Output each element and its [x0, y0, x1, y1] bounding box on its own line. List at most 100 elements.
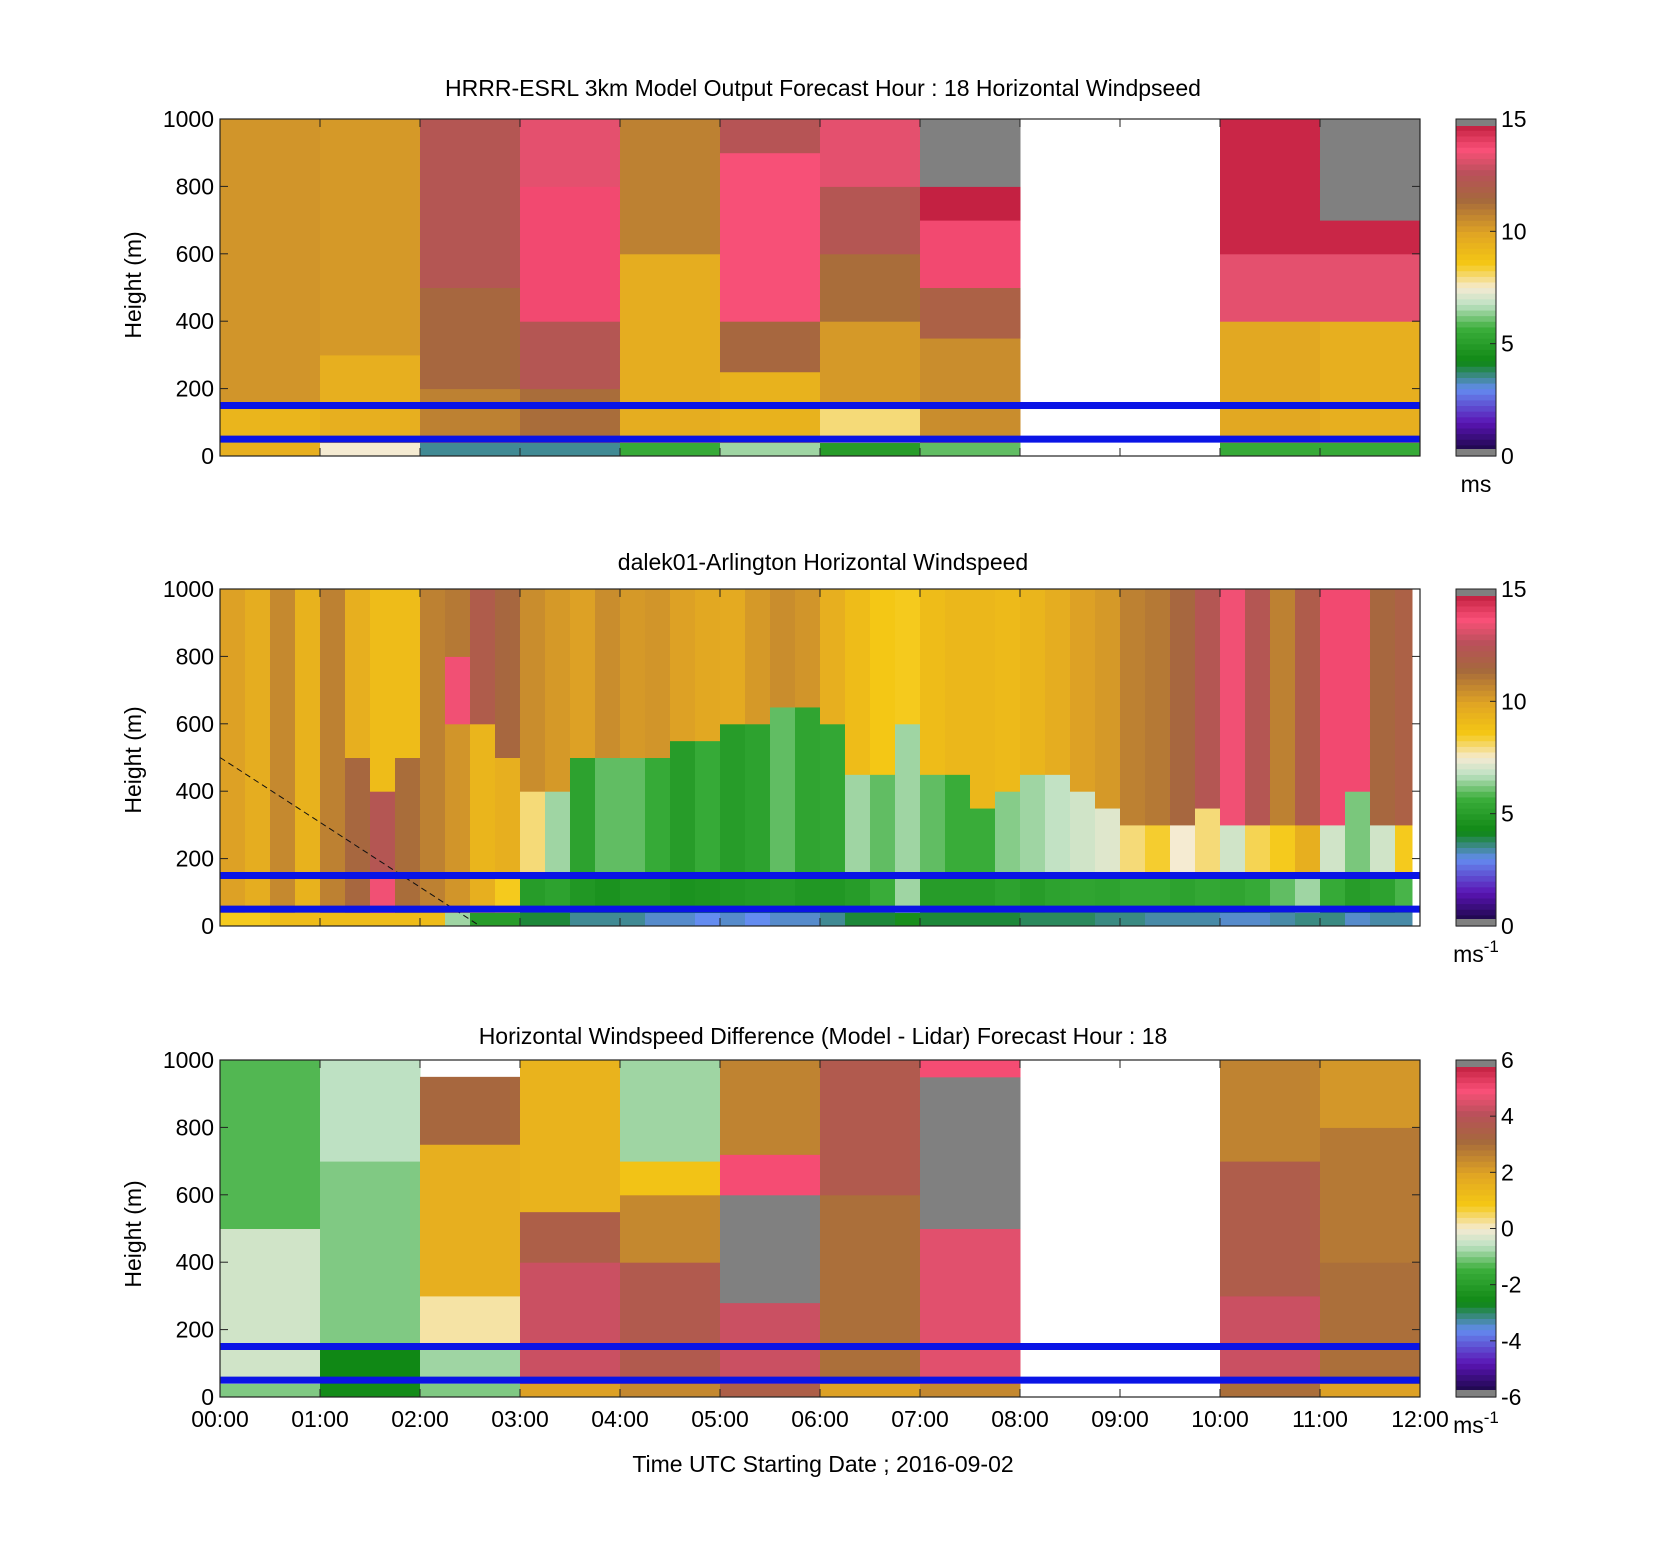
data-cell: [820, 1060, 921, 1196]
data-cell: [1395, 875, 1413, 914]
colorbar-swatch: [1456, 830, 1496, 837]
data-cell: [620, 1262, 721, 1385]
data-cell: [895, 589, 921, 725]
colorbar-tick-label: 0: [1501, 913, 1514, 939]
x-tick-label: 04:00: [591, 1406, 649, 1432]
data-cell: [1270, 912, 1296, 927]
data-cell: [1020, 774, 1046, 876]
data-cell: [820, 119, 921, 187]
colorbar-swatch: [1456, 270, 1496, 277]
colorbar-tick-label: 4: [1501, 1103, 1514, 1129]
data-cell: [820, 589, 846, 725]
colorbar-swatch: [1456, 852, 1496, 860]
data-cell: [1370, 824, 1396, 876]
colorbar-swatch: [1456, 1082, 1496, 1089]
data-cell: [620, 1161, 721, 1196]
colorbar-swatch: [1456, 763, 1496, 770]
colorbar-swatch: [1456, 186, 1496, 193]
data-cell: [1220, 1295, 1321, 1385]
data-cell: [245, 589, 271, 914]
x-tick-label: 02:00: [391, 1406, 449, 1432]
colorbar-swatch: [1456, 175, 1496, 182]
colorbar-swatch: [1456, 1144, 1496, 1151]
colorbar-swatch: [1456, 265, 1496, 272]
data-cell: [820, 1383, 921, 1398]
colorbar-tick-label: 15: [1501, 576, 1527, 602]
colorbar-swatch: [1456, 1161, 1496, 1168]
data-cell: [320, 442, 421, 457]
data-cell: [520, 1211, 621, 1263]
colorbar-swatch: [1456, 1284, 1496, 1291]
colorbar-swatch: [1456, 124, 1496, 131]
colorbar-swatch: [1456, 1149, 1496, 1157]
data-cell: [920, 338, 1021, 444]
y-tick-label: 600: [176, 241, 214, 267]
data-cell: [1220, 912, 1246, 927]
data-cell: [1145, 589, 1171, 826]
colorbar-swatch: [1456, 639, 1496, 646]
data-cell: [495, 757, 521, 876]
data-cell: [520, 589, 546, 792]
colorbar-swatch: [1456, 366, 1496, 373]
colorbar-swatch: [1456, 785, 1496, 792]
data-cell: [1320, 253, 1421, 322]
colorbar-swatch: [1456, 712, 1496, 719]
colorbar-swatch: [1456, 1290, 1496, 1297]
y-tick-label: 600: [176, 711, 214, 737]
data-cell: [370, 912, 396, 927]
data-cell: [1320, 824, 1346, 876]
data-cell: [1245, 912, 1271, 927]
colorbar-swatch: [1456, 751, 1496, 759]
data-cell: [1220, 1161, 1321, 1297]
data-cell: [1295, 589, 1321, 826]
panel-lidar-plot: 0 200 400 600 800 1000: [163, 576, 1421, 939]
data-cell: [920, 1383, 1021, 1398]
data-cell: [620, 589, 646, 758]
colorbar-swatch: [1456, 192, 1496, 199]
data-cell: [520, 791, 546, 876]
data-cell: [695, 912, 721, 927]
data-cell: [320, 119, 421, 356]
colorbar-swatch: [1456, 1385, 1496, 1392]
data-cell: [545, 791, 571, 876]
colorbar-swatch: [1456, 735, 1496, 742]
colorbar-swatch: [1456, 684, 1496, 691]
colorbar-swatch: [1456, 422, 1496, 429]
colorbar-swatch: [1456, 1088, 1496, 1095]
data-cell: [1095, 912, 1121, 927]
data-cell: [1295, 824, 1321, 876]
colorbar-swatch: [1456, 1295, 1496, 1303]
colorbar-swatch: [1456, 847, 1496, 854]
y-tick-label: 1000: [163, 1047, 214, 1073]
data-cell: [995, 791, 1021, 876]
colorbar-swatch: [1456, 1273, 1496, 1280]
data-cell: [745, 723, 771, 876]
panel-difference-title: Horizontal Windspeed Difference (Model -…: [479, 1023, 1168, 1049]
colorbar-swatch: [1456, 444, 1496, 451]
colorbar-swatch: [1456, 169, 1496, 176]
panel-lidar: dalek01-Arlington Horizontal Windspeed H…: [120, 549, 1527, 967]
colorbar-swatch: [1456, 1318, 1496, 1325]
colorbar-swatch: [1456, 1172, 1496, 1179]
data-cell: [620, 757, 646, 876]
colorbar-swatch: [1456, 1301, 1496, 1308]
colorbar-swatch: [1456, 1116, 1496, 1123]
data-cell: [720, 119, 821, 154]
colorbar-swatch: [1456, 611, 1496, 618]
data-cell: [1320, 1383, 1421, 1398]
colorbar-swatch: [1456, 1065, 1496, 1072]
data-cell: [395, 589, 421, 758]
colorbar-swatch: [1456, 1312, 1496, 1319]
x-axis-label: Time UTC Starting Date ; 2016-09-02: [632, 1451, 1013, 1477]
colorbar-swatch: [1456, 1222, 1496, 1230]
colorbar-swatch: [1456, 819, 1496, 826]
colorbar-swatch: [1456, 1177, 1496, 1185]
data-cell: [1145, 824, 1171, 876]
colorbar-swatch: [1456, 605, 1496, 613]
data-cell: [520, 119, 621, 187]
data-cell: [720, 1383, 821, 1398]
data-cell: [1095, 589, 1121, 809]
colorbar-swatch: [1456, 343, 1496, 350]
colorbar-swatch: [1456, 197, 1496, 204]
colorbar-swatch: [1456, 1189, 1496, 1196]
